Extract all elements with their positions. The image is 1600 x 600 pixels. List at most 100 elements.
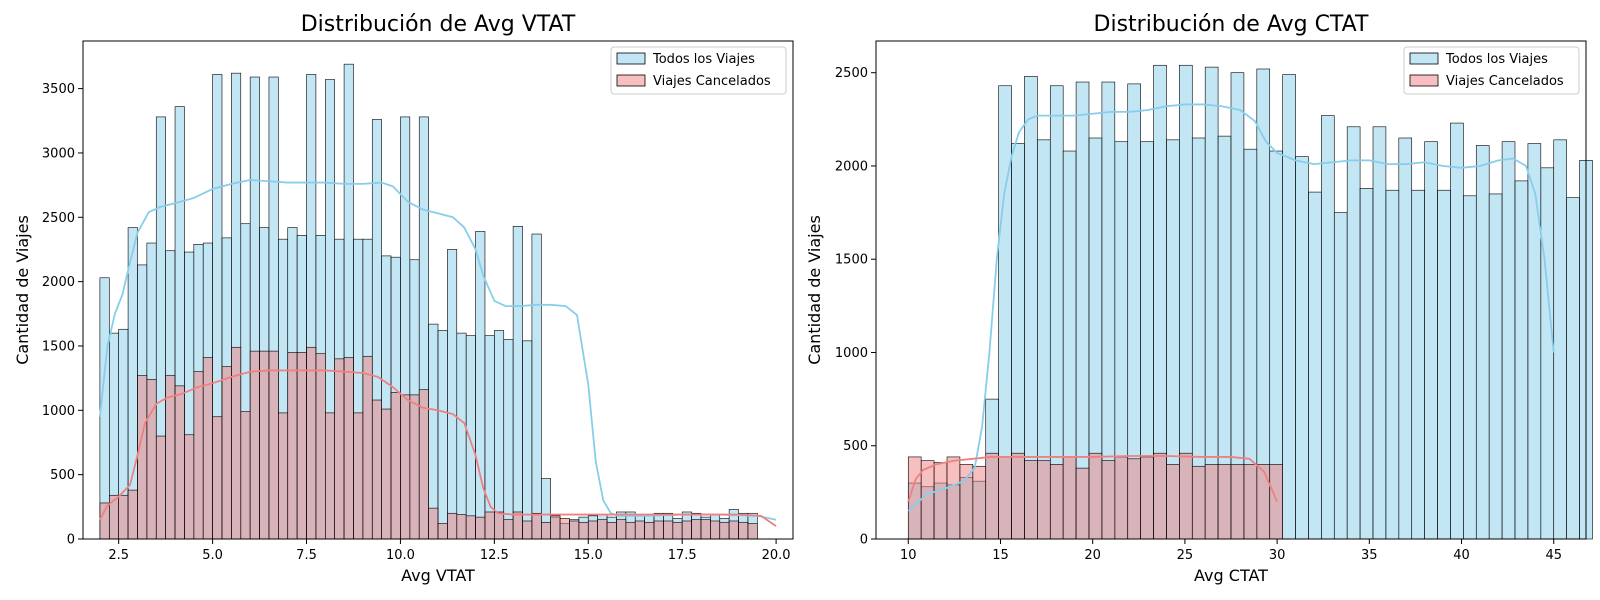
histogram-bar [1359, 188, 1374, 540]
histogram-bar [541, 521, 551, 540]
histogram-bar [959, 464, 974, 540]
y-tick-label: 3500 [42, 82, 75, 97]
x-tick-label: 25 [1177, 548, 1194, 563]
histogram-bar [184, 434, 195, 540]
kde-line-cancelled-trips [99, 369, 777, 527]
histogram-bar [334, 358, 345, 540]
y-tick-label: 3000 [42, 146, 75, 161]
histogram-bar [1501, 141, 1516, 540]
x-axis-label: Avg VTAT [401, 566, 475, 585]
histogram-bar [343, 357, 354, 540]
y-axis-label: Cantidad de Viajes [13, 215, 32, 365]
histogram-bar [1553, 139, 1567, 540]
series-cancelled-trips [99, 346, 758, 540]
histogram-bar [634, 520, 645, 540]
histogram-bar [259, 350, 270, 540]
histogram-bar [456, 332, 467, 540]
histogram-bar [1127, 458, 1141, 540]
histogram-bar [946, 456, 961, 540]
histogram-bar [1488, 193, 1503, 540]
histogram-bar [1437, 189, 1451, 540]
histogram-bar [920, 460, 935, 540]
histogram-bar [494, 330, 505, 540]
histogram-bar [1450, 122, 1464, 540]
histogram-bar [221, 366, 232, 540]
histogram-bar [371, 399, 382, 540]
legend-label-cancelled: Viajes Cancelados [653, 74, 771, 89]
histogram-bar [569, 520, 580, 540]
histogram-bar [728, 520, 739, 540]
y-tick-label: 1000 [42, 404, 75, 419]
kde-line-all-trips [99, 179, 777, 521]
histogram-bar [1385, 189, 1400, 540]
histogram-bar [663, 520, 674, 540]
histogram-bar [1179, 452, 1193, 540]
histogram-bar [1540, 167, 1555, 540]
legend-label-all: Todos los Viajes [652, 52, 755, 67]
y-tick-label: 2000 [42, 275, 75, 290]
histogram-bar [155, 435, 166, 540]
plot-area: 2.5 5.0 7.5 10.0 12.5 15.0 17.5 20.0 0 500 1000 150… [42, 40, 794, 563]
histogram-bar [494, 511, 505, 540]
chart-avg-ctat: Distribución de Avg CTAT Avg CTAT Cantid… [805, 12, 1593, 585]
series-cancelled-trips [907, 452, 1283, 540]
y-tick-label: 1000 [835, 346, 868, 361]
x-axis-label: Avg CTAT [1194, 566, 1268, 585]
legend: Todos los Viajes Viajes Cancelados [610, 46, 787, 95]
histogram-bar [1243, 464, 1258, 540]
histogram-bar [127, 489, 138, 540]
histogram-bar [531, 512, 542, 540]
histogram-bar [700, 519, 711, 540]
y-tick-label: 2500 [42, 211, 75, 226]
histogram-bar [400, 394, 411, 540]
histogram-bar [174, 385, 185, 540]
histogram-bar [587, 520, 598, 540]
histogram-bar [287, 352, 298, 540]
histogram-bar [747, 523, 758, 540]
histogram-bar [362, 355, 373, 540]
histogram-bar [428, 323, 439, 540]
histogram-bar [531, 233, 542, 540]
y-tick-label: 500 [50, 468, 75, 483]
legend-swatch-all [616, 52, 646, 65]
histogram-bar [324, 412, 335, 540]
histogram-bar [1024, 460, 1038, 540]
histogram-bar [1372, 126, 1387, 540]
histogram-bar [1075, 467, 1090, 540]
series-all-trips [907, 64, 1593, 540]
x-tick-label: 35 [1361, 548, 1378, 563]
histogram-bar [278, 412, 289, 540]
histogram-bar [475, 516, 486, 540]
legend-swatch-all [1409, 52, 1439, 65]
histogram-bar [606, 521, 617, 540]
histogram-bar [418, 389, 429, 540]
histogram-bar [578, 521, 589, 540]
x-tick-label: 10 [900, 548, 917, 563]
y-tick-label: 2500 [835, 66, 868, 81]
histogram-bar [625, 521, 636, 540]
x-tick-label: 17.5 [668, 548, 697, 563]
histogram-bar [1011, 452, 1025, 540]
histogram-bar [1295, 156, 1309, 540]
legend-frame [1403, 46, 1580, 95]
histogram-bar [296, 352, 307, 540]
histogram-bar [1463, 195, 1477, 540]
histogram-bar [1514, 180, 1529, 540]
x-tick-label: 40 [1453, 548, 1470, 563]
histogram-bar [268, 350, 279, 540]
histogram-bar [1333, 212, 1348, 540]
histogram-bar [193, 371, 204, 540]
histogram-bar [616, 519, 627, 540]
histogram-bar [550, 515, 561, 540]
histogram-bar [503, 339, 514, 540]
histogram-bar [1101, 460, 1116, 540]
kde-line-cancelled-trips [907, 455, 1278, 503]
legend: Todos los Viajes Viajes Cancelados [1403, 46, 1580, 95]
histogram-bar [118, 494, 129, 540]
x-tick-label: 5.0 [202, 548, 223, 563]
x-tick-label: 15.0 [574, 548, 603, 563]
histogram-bar [985, 452, 999, 540]
histogram-bar [1049, 464, 1064, 540]
histogram-bar [644, 521, 655, 540]
histogram-bar [1166, 464, 1180, 540]
